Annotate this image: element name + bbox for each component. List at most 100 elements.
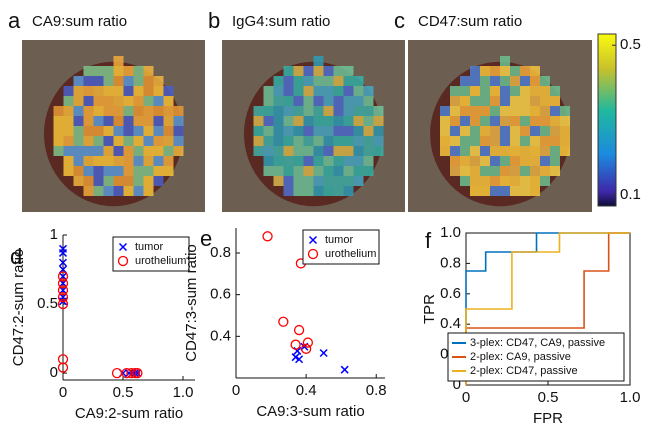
heatmap-tile xyxy=(103,146,114,156)
heatmap-tile xyxy=(490,106,500,116)
heatmap-tile xyxy=(343,106,354,116)
scatter-point xyxy=(319,348,328,358)
heatmap-tile xyxy=(253,126,264,136)
heatmap-tile xyxy=(293,166,304,176)
heatmap-tile xyxy=(143,116,154,126)
heatmap-tile xyxy=(143,76,154,86)
heatmap-tile xyxy=(530,146,540,156)
heatmap-tile xyxy=(343,186,354,196)
panel-letter: d xyxy=(10,244,22,269)
heatmap-tile xyxy=(273,126,284,136)
heatmap-tile xyxy=(323,66,334,76)
heatmap-tile xyxy=(500,86,510,96)
heatmap-tile xyxy=(273,136,284,146)
y-axis-label: TPR xyxy=(421,294,438,324)
heatmap-tile xyxy=(520,106,530,116)
heatmap-tile xyxy=(440,146,450,156)
heatmap-tile xyxy=(293,176,304,186)
heatmap-tile xyxy=(293,96,304,106)
heatmap-tile xyxy=(313,126,324,136)
y-tick-label: 0.4 xyxy=(210,327,231,344)
heatmap-tile xyxy=(520,186,530,196)
heatmap-tile xyxy=(450,126,460,136)
heatmap-tile xyxy=(63,126,74,136)
heatmap-tile xyxy=(490,76,500,86)
heatmap-tile xyxy=(353,136,364,146)
heatmap-tile xyxy=(510,166,520,176)
heatmap-tile xyxy=(313,56,324,66)
panel-letter: c xyxy=(394,8,405,33)
heatmap-tile xyxy=(373,106,384,116)
heatmap-tile xyxy=(113,176,124,186)
heatmap-tile xyxy=(490,166,500,176)
heatmap-tile xyxy=(303,186,314,196)
heatmap-tile xyxy=(273,156,284,166)
y-tick-label: 0 xyxy=(50,364,58,381)
heatmap-tile xyxy=(113,146,124,156)
heatmap-tile xyxy=(550,86,560,96)
heatmap-tile xyxy=(133,86,144,96)
heatmap-tile xyxy=(460,166,470,176)
heatmap-tile xyxy=(470,166,480,176)
heatmap-tile xyxy=(63,116,74,126)
heatmap-tile xyxy=(93,186,104,196)
heatmap-tile xyxy=(83,76,94,86)
x-tick-label: 0.4 xyxy=(296,382,317,399)
heatmap-tile xyxy=(173,146,184,156)
heatmap-tile xyxy=(313,106,324,116)
heatmap-tile xyxy=(490,86,500,96)
heatmap-tile xyxy=(450,156,460,166)
heatmap-tile xyxy=(460,146,470,156)
heatmap-tile xyxy=(143,86,154,96)
heatmap-tile xyxy=(283,66,294,76)
heatmap-tile xyxy=(500,66,510,76)
heatmap-tile xyxy=(510,156,520,166)
heatmap-tile xyxy=(253,136,264,146)
heatmap-tile xyxy=(113,86,124,96)
heatmap-tile xyxy=(500,126,510,136)
heatmap-tile xyxy=(143,156,154,166)
heatmap-tile xyxy=(123,146,134,156)
heatmap-tile xyxy=(143,166,154,176)
heatmap-tile xyxy=(353,96,364,106)
heatmap-tile xyxy=(73,126,84,136)
x-tick-label: 0 xyxy=(232,382,240,399)
heatmap-tile xyxy=(480,116,490,126)
heatmap-tile xyxy=(273,116,284,126)
scatter-point xyxy=(111,367,123,379)
heatmap-tile xyxy=(323,166,334,176)
panel-letter: f xyxy=(425,228,432,253)
scatter-point xyxy=(57,298,69,310)
scatter-point xyxy=(57,354,69,365)
heatmap-tile xyxy=(293,136,304,146)
heatmap-tile xyxy=(500,56,510,66)
x-tick-label: 0.8 xyxy=(366,382,387,399)
scatter-point xyxy=(57,278,69,289)
heatmap-tile xyxy=(500,186,510,196)
heatmap-tile xyxy=(113,116,124,126)
heatmap-tile xyxy=(153,96,164,106)
heatmap-tile xyxy=(470,156,480,166)
heatmap-tile xyxy=(363,166,374,176)
heatmap-tile xyxy=(283,156,294,166)
heatmap-tile xyxy=(470,186,480,196)
heatmap-tile xyxy=(283,146,294,156)
heatmap-tile xyxy=(373,116,384,126)
heatmap-tile xyxy=(93,166,104,176)
heatmap-tile xyxy=(303,96,314,106)
legend-label: 3-plex: CD47, CA9, passive xyxy=(470,337,605,349)
heatmap-tile xyxy=(93,146,104,156)
y-tick-label: 1.0 xyxy=(440,224,461,241)
heatmap-tile xyxy=(490,176,500,186)
heatmap-tile xyxy=(133,106,144,116)
heatmap-tile xyxy=(500,136,510,146)
x-axis-label: FPR xyxy=(533,410,563,427)
heatmap-tile xyxy=(283,186,294,196)
heatmap-tile xyxy=(313,96,324,106)
heatmap-tile xyxy=(500,106,510,116)
heatmap-tile xyxy=(163,146,174,156)
heatmap-tile xyxy=(283,76,294,86)
heatmap-tile xyxy=(113,66,124,76)
heatmap-tile xyxy=(293,126,304,136)
heatmap-tile xyxy=(490,116,500,126)
